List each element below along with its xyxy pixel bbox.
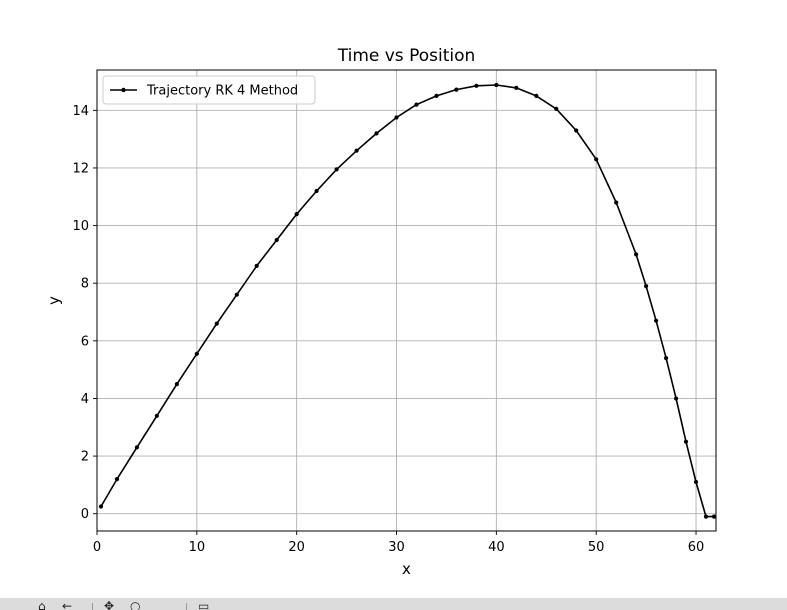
trajectory-point xyxy=(554,106,559,111)
x-tick-label: 50 xyxy=(588,540,605,555)
trajectory-line xyxy=(100,84,714,518)
home-icon[interactable]: ⌂ xyxy=(38,599,46,610)
trajectory-point xyxy=(594,157,599,162)
trajectory-point xyxy=(134,445,139,450)
save-icon[interactable]: ▭ xyxy=(198,599,210,610)
x-tick-label: 20 xyxy=(288,540,305,555)
legend: Trajectory RK 4 Method xyxy=(102,75,316,105)
series-layer xyxy=(98,82,717,519)
x-tick-label: 0 xyxy=(93,540,101,555)
x-axis-ticks: 0 10 20 30 40 50 60 xyxy=(93,531,704,555)
trajectory-point xyxy=(414,102,419,107)
x-tick-label: 40 xyxy=(488,540,505,555)
y-tick-label: 8 xyxy=(81,277,89,292)
x-tick-label: 10 xyxy=(189,540,206,555)
trajectory-point xyxy=(314,188,319,194)
trajectory-point xyxy=(434,93,439,98)
trajectory-point xyxy=(644,284,649,289)
legend-label: Trajectory RK 4 Method xyxy=(146,84,298,99)
x-tick-label: 60 xyxy=(688,540,705,555)
trajectory-point xyxy=(703,514,709,519)
trajectory-point xyxy=(194,351,199,356)
trajectory-point xyxy=(614,200,619,205)
trajectory-point xyxy=(534,93,539,98)
toolbar-separator xyxy=(92,603,93,610)
y-tick-label: 2 xyxy=(81,450,89,465)
y-tick-label: 14 xyxy=(72,104,89,119)
trajectory-point xyxy=(294,212,299,217)
trajectory-point xyxy=(254,263,259,268)
trajectory-point xyxy=(494,82,499,88)
trajectory-point xyxy=(711,514,717,519)
y-tick-label: 10 xyxy=(72,219,89,234)
y-tick-label: 0 xyxy=(81,507,89,522)
trajectory-point xyxy=(654,318,659,323)
trajectory-point xyxy=(683,439,689,444)
navigation-toolbar: ⌂ ← ✥ ○ ▭ xyxy=(0,598,787,610)
y-tick-label: 12 xyxy=(72,161,89,176)
trajectory-point xyxy=(114,477,120,482)
toolbar-separator xyxy=(186,603,187,610)
trajectory-point xyxy=(634,252,639,257)
trajectory-point xyxy=(514,85,519,90)
trajectory-point xyxy=(474,83,479,88)
zoom-icon[interactable]: ○ xyxy=(130,599,141,610)
legend-box xyxy=(102,75,316,105)
trajectory-point xyxy=(174,382,179,387)
trajectory-point xyxy=(574,128,579,133)
y-tick-label: 6 xyxy=(81,334,89,349)
trajectory-point xyxy=(354,148,359,153)
y-tick-label: 4 xyxy=(81,392,89,407)
x-tick-label: 30 xyxy=(388,540,405,555)
trajectory-point xyxy=(454,87,459,92)
x-axis-label: x xyxy=(402,560,411,578)
plot-frame xyxy=(96,69,717,532)
back-icon[interactable]: ← xyxy=(62,599,73,610)
y-axis-ticks: 0 2 4 6 8 10 12 14 xyxy=(72,104,97,522)
trajectory-point xyxy=(674,396,679,401)
trajectory-point xyxy=(334,167,339,172)
trajectory-point xyxy=(374,131,379,136)
trajectory-point xyxy=(664,356,669,361)
chart-title: Time vs Position xyxy=(337,46,476,66)
trajectory-point xyxy=(154,413,159,418)
trajectory-point xyxy=(214,321,219,326)
y-axis-label: y xyxy=(45,296,63,305)
trajectory-point xyxy=(693,479,699,485)
trajectory-point xyxy=(274,237,279,243)
trajectory-point xyxy=(98,504,104,509)
legend-marker-swatch xyxy=(121,87,126,93)
pan-icon[interactable]: ✥ xyxy=(104,599,115,610)
trajectory-point xyxy=(394,115,399,120)
trajectory-point xyxy=(234,292,239,297)
